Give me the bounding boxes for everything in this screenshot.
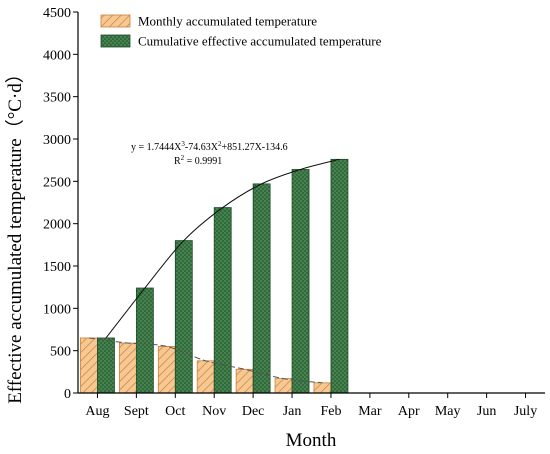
y-tick-label: 2000 <box>43 218 71 233</box>
bar-monthly <box>235 368 254 394</box>
bar-monthly <box>313 382 332 394</box>
bars <box>80 158 349 394</box>
y-tick-label: 0 <box>64 387 71 402</box>
legend-label-cumulative: Cumulative effective accumulated tempera… <box>138 34 382 49</box>
x-tick-label: Aug <box>85 404 109 419</box>
x-tick-label: Dec <box>242 404 265 419</box>
regression-equation: y = 1.7444X3-74.63X2+851.27X-134.6 <box>131 140 288 153</box>
bar-cumulative <box>291 169 310 394</box>
y-tick-label: 1500 <box>43 260 71 275</box>
y-tick-label: 4500 <box>43 6 71 21</box>
x-tick-label: Oct <box>165 404 185 419</box>
regression-r2: R2 = 0.9991 <box>174 154 222 167</box>
y-tick-label: 4000 <box>43 48 71 63</box>
y-tick-label: 500 <box>50 345 71 360</box>
bar-monthly <box>157 346 176 394</box>
x-axis-title: Month <box>286 430 337 451</box>
y-tick-label: 2500 <box>43 175 71 190</box>
trend-line-monthly <box>88 337 323 384</box>
y-tick-label: 1000 <box>43 302 71 317</box>
trend-line-cumulative <box>105 158 340 339</box>
x-tick-label: Apr <box>398 404 420 419</box>
x-tick-label: Feb <box>320 404 341 419</box>
bar-cumulative <box>252 183 271 394</box>
legend-swatch-cumulative <box>100 34 131 48</box>
y-tick-label: 3000 <box>43 133 71 148</box>
bar-monthly <box>118 342 137 394</box>
bar-cumulative <box>174 240 193 394</box>
bar-monthly <box>196 360 215 394</box>
x-tick-label: Jun <box>477 404 496 419</box>
x-tick-label: Sept <box>124 404 149 419</box>
bar-cumulative <box>330 158 349 394</box>
x-tick-label: Jan <box>283 404 302 419</box>
y-tick-label: 3500 <box>43 91 71 106</box>
x-tick-label: Nov <box>202 404 226 419</box>
legend-label-monthly: Monthly accumulated temperature <box>138 14 317 29</box>
legend: Monthly accumulated temperature Cumulati… <box>100 14 382 49</box>
x-ticks: Aug Sept Oct Nov Dec Jan Feb Mar Apr May Jun July <box>85 393 537 419</box>
bar-monthly <box>274 378 293 394</box>
bar-cumulative <box>97 337 115 394</box>
x-tick-label: May <box>435 404 461 419</box>
x-tick-label: Mar <box>358 404 382 419</box>
bar-monthly <box>80 337 98 394</box>
y-axis-title: Effective accumulated temperature（°C·d） <box>4 64 26 404</box>
legend-swatch-monthly <box>100 14 131 28</box>
trend-lines <box>88 158 340 384</box>
y-ticks: 0 500 1000 1500 2000 2500 3000 3500 4000 4500 <box>43 6 78 402</box>
x-tick-label: July <box>514 404 537 419</box>
bar-cumulative <box>135 287 154 394</box>
